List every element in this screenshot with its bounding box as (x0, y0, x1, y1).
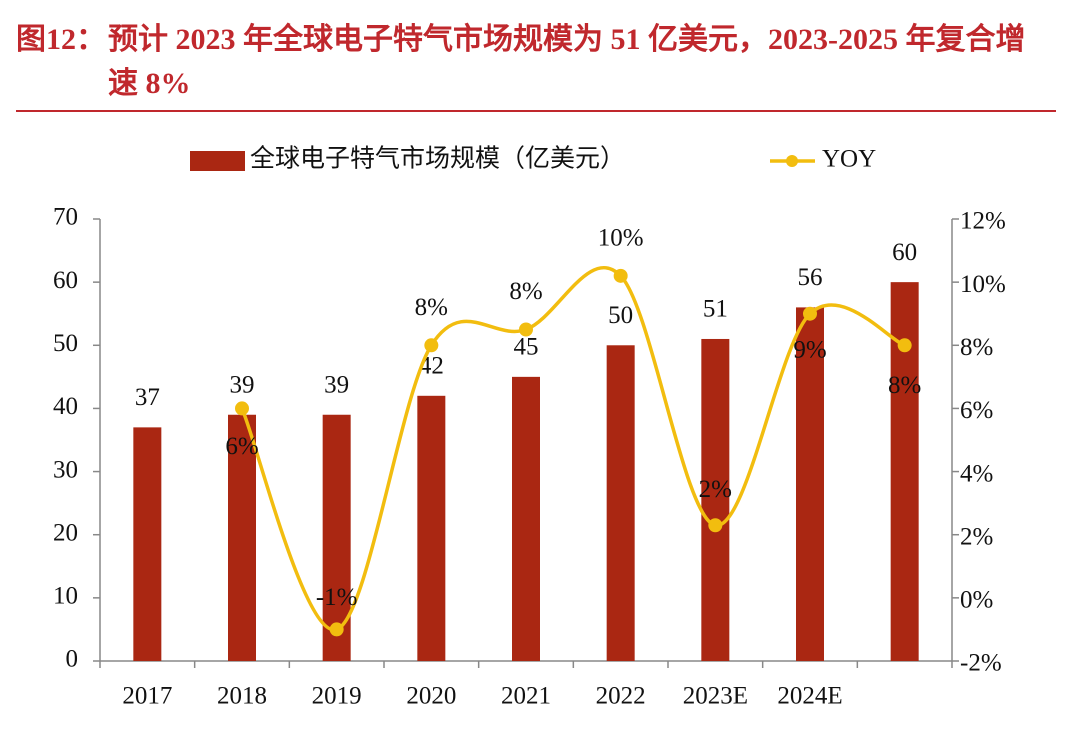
bar (796, 307, 824, 661)
y-tick-label: 60 (53, 267, 78, 294)
y-tick-label: 50 (53, 330, 78, 357)
yoy-point (329, 622, 344, 637)
chart-title: 预计 2023 年全球电子特气市场规模为 51 亿美元，2023-2025 年复… (108, 23, 1026, 100)
bar-value-label: 37 (135, 384, 160, 411)
y2-tick-label: 0% (960, 587, 993, 614)
x-tick-label: 2021 (501, 683, 551, 710)
yoy-value-label: 9% (793, 336, 826, 363)
legend-swatch (786, 155, 798, 167)
y-tick-label: 0 (66, 646, 79, 673)
y2-tick-label: -2% (960, 650, 1002, 677)
yoy-point (803, 306, 817, 321)
y2-tick-label: 10% (960, 271, 1006, 298)
bar-value-label: 45 (514, 334, 539, 361)
y2-tick-label: 12% (960, 208, 1006, 235)
y2-tick-label: 6% (960, 397, 993, 424)
yoy-point (519, 322, 533, 337)
figure-label: 图12： (16, 23, 106, 56)
x-tick-label: 2019 (312, 683, 362, 710)
bar (606, 345, 635, 661)
yoy-point (708, 518, 723, 533)
legend-swatch (190, 151, 245, 171)
bar-value-label: 50 (608, 302, 633, 329)
y-tick-label: 10 (53, 583, 78, 610)
yoy-value-label: 2% (699, 476, 732, 503)
yoy-point (613, 268, 628, 283)
legend-label: 全球电子特气市场规模（亿美元） (250, 145, 625, 173)
y-tick-label: 70 (53, 204, 78, 231)
y-tick-label: 20 (53, 519, 78, 546)
yoy-point (897, 338, 912, 353)
bar (417, 395, 446, 661)
y2-tick-label: 4% (960, 460, 993, 487)
x-tick-label: 2024E (777, 683, 842, 710)
y2-tick-label: 8% (960, 334, 993, 361)
x-tick-label: 2022 (596, 683, 646, 710)
bar (133, 427, 162, 661)
x-tick-label: 2020 (406, 683, 456, 710)
yoy-point (235, 401, 249, 416)
yoy-value-label: 8% (888, 372, 921, 399)
legend-label: YOY (822, 146, 876, 173)
y-tick-label: 30 (53, 456, 78, 483)
yoy-value-label: -1% (316, 584, 358, 611)
yoy-point (424, 338, 439, 353)
yoy-value-label: 6% (225, 433, 258, 460)
x-tick-label: 2023E (683, 683, 748, 710)
bar-value-label: 56 (798, 264, 823, 291)
yoy-value-label: 8% (509, 278, 542, 305)
yoy-value-label: 8% (415, 294, 448, 321)
bar-value-label: 60 (892, 239, 917, 266)
bar-value-label: 39 (230, 371, 255, 398)
y2-tick-label: 2% (960, 523, 993, 550)
yoy-value-label: 10% (598, 225, 644, 252)
bar (512, 376, 540, 661)
bar-value-label: 51 (703, 296, 728, 323)
y-tick-label: 40 (53, 393, 78, 420)
header: 图12： 预计 2023 年全球电子特气市场规模为 51 亿美元，2023-20… (16, 18, 1056, 112)
bar (701, 338, 730, 661)
x-tick-label: 2018 (217, 683, 267, 710)
bar-value-label: 39 (324, 371, 349, 398)
x-tick-label: 2017 (122, 683, 172, 710)
bar (228, 414, 256, 661)
